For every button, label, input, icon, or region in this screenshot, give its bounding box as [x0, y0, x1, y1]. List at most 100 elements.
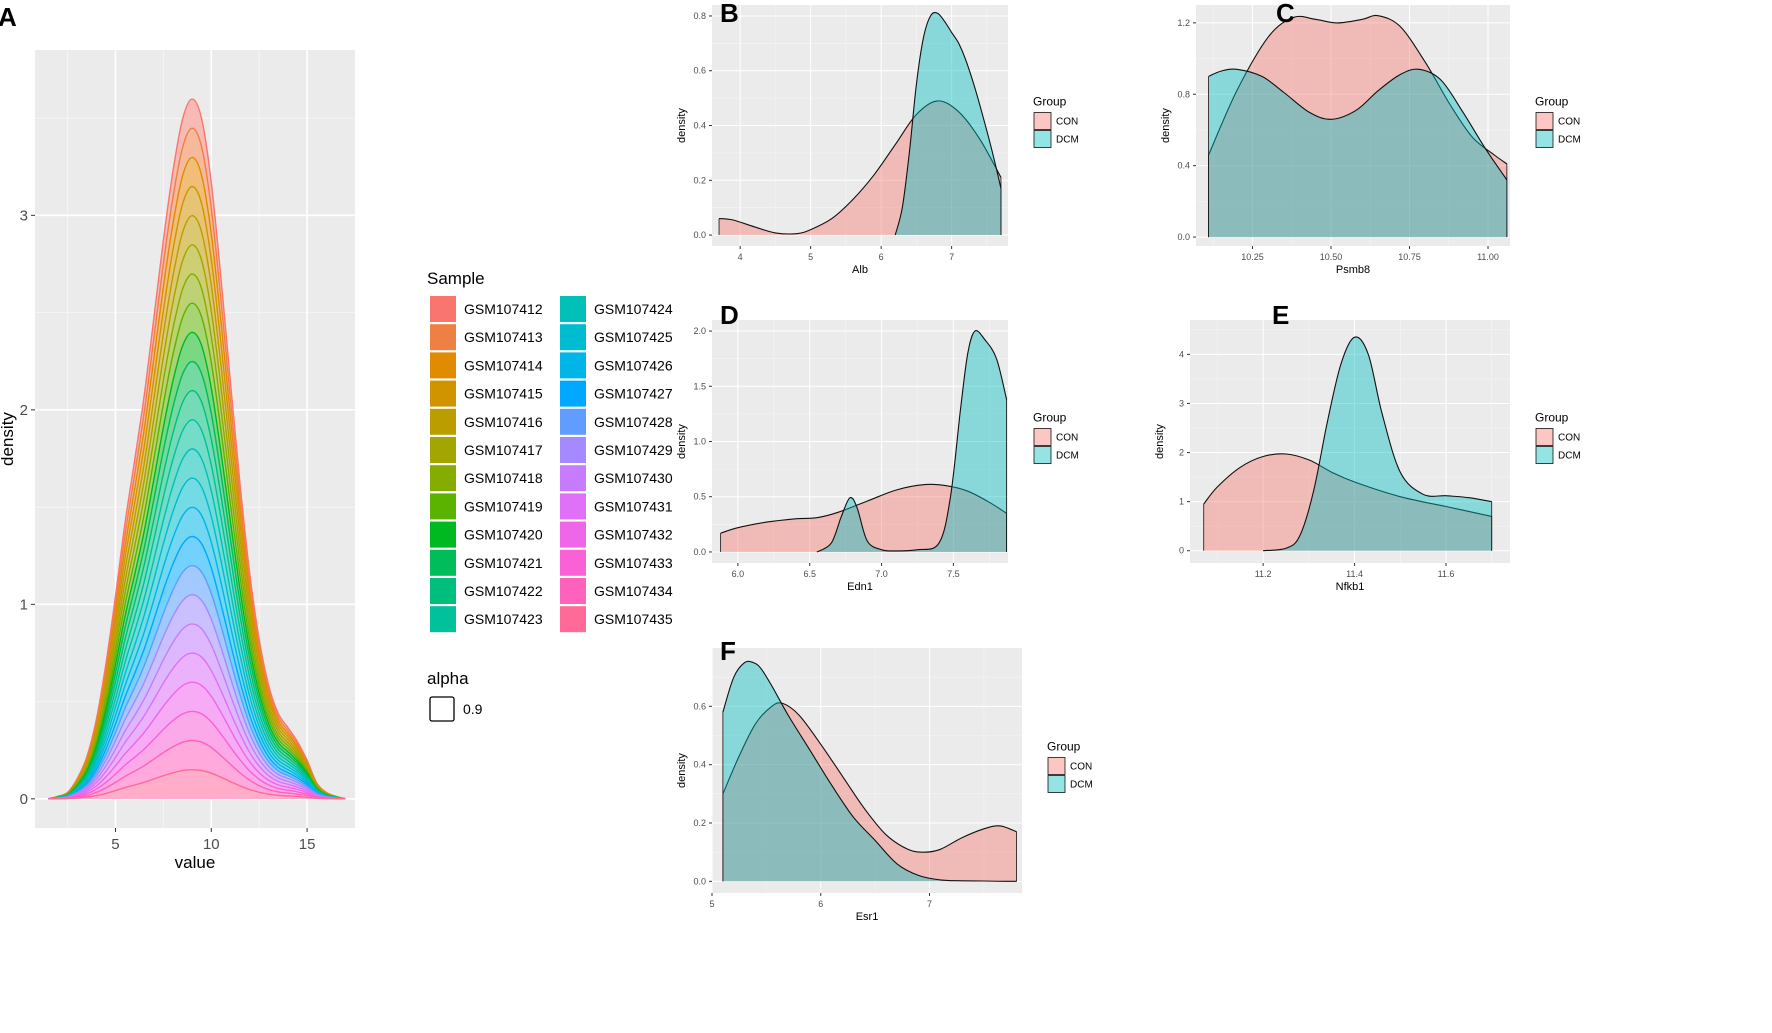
y-tick-label: 1.2 — [1177, 18, 1190, 28]
density-fill-dcm — [722, 661, 1017, 882]
density-line-con — [720, 483, 1007, 534]
legend-label: GSM107423 — [464, 611, 543, 627]
density-line-GSM107414 — [48, 156, 346, 800]
legend-label: CON — [1056, 433, 1078, 444]
plot-area — [720, 330, 1008, 553]
y-tick-label: 2.0 — [693, 326, 706, 336]
legend-key — [1535, 130, 1554, 148]
legend-label: GSM107434 — [594, 583, 673, 599]
panel-letter: F — [720, 636, 736, 666]
legend-key — [1535, 446, 1554, 464]
legend-label: GSM107417 — [464, 442, 543, 458]
legend-title: Group — [1047, 740, 1081, 754]
x-axis-label: Edn1 — [847, 581, 873, 593]
legend-label: GSM107433 — [594, 555, 673, 571]
plot-area — [1208, 14, 1508, 238]
density-line-con — [718, 100, 1002, 235]
density-line-GSM107432 — [48, 681, 346, 800]
x-tick-label: 7.5 — [947, 569, 960, 579]
density-line-GSM107425 — [48, 477, 346, 800]
panel-letter: B — [720, 0, 739, 28]
legend-label: CON — [1070, 762, 1092, 773]
x-tick-label: 4 — [738, 252, 743, 262]
y-axis-label: density — [676, 108, 688, 143]
y-tick-label: 0.2 — [693, 175, 706, 185]
density-fill-con — [722, 702, 1017, 882]
x-tick-label: 6 — [879, 252, 884, 262]
legend-key — [560, 437, 586, 463]
legend-key — [560, 493, 586, 520]
legend-alpha-value: 0.9 — [463, 701, 483, 717]
legend-label: GSM107430 — [594, 470, 673, 486]
legend-label: GSM107421 — [464, 555, 543, 571]
density-line-GSM107427 — [48, 535, 346, 800]
legend-key — [560, 606, 586, 633]
legend-key — [560, 465, 586, 492]
legend-key — [560, 578, 586, 604]
density-fill-GSM107435 — [48, 769, 346, 799]
x-tick-label: 11.2 — [1255, 569, 1272, 579]
density-fill-dcm — [816, 330, 1007, 552]
x-tick-label: 10.25 — [1241, 252, 1264, 262]
y-tick-label: 3 — [1179, 398, 1184, 408]
legend-key — [430, 352, 456, 379]
panel-d: 6.0 6.5 7.0 7.5 0.0 0.5 1.0 1.5 2.0 D Edn1 density G… — [676, 300, 1079, 593]
y-tick-label: 0.4 — [1177, 161, 1190, 171]
x-tick-label: 5 — [111, 836, 119, 853]
legend-key — [1047, 757, 1066, 775]
legend-title: Group — [1535, 411, 1569, 425]
legend-label: GSM107419 — [464, 498, 543, 514]
legend-title: Group — [1033, 411, 1067, 425]
density-line-GSM107415 — [48, 185, 346, 800]
legend-label: DCM — [1558, 135, 1581, 146]
legend-key — [1047, 775, 1066, 793]
density-fill-dcm — [895, 12, 1001, 235]
y-tick-label: 0.6 — [693, 66, 706, 76]
density-line-dcm — [722, 660, 1017, 882]
y-tick-label: 0.8 — [1177, 89, 1190, 99]
legend-label: DCM — [1056, 135, 1079, 146]
legend-label: DCM — [1558, 451, 1581, 462]
density-line-GSM107418 — [48, 273, 346, 800]
x-tick-label: 10.75 — [1398, 252, 1421, 262]
x-tick-label: 5 — [709, 899, 714, 909]
density-line-GSM107429 — [48, 593, 346, 800]
legend-group: Group CON DCM — [1535, 411, 1581, 464]
y-tick-label: 0.4 — [693, 760, 706, 770]
legend-label: GSM107424 — [594, 301, 673, 317]
legend-label: GSM107414 — [464, 357, 543, 373]
density-line-GSM107417 — [48, 244, 346, 800]
x-tick-label: 11.00 — [1477, 252, 1499, 262]
density-line-GSM107420 — [48, 331, 346, 800]
density-fill-con — [1203, 453, 1492, 551]
legend-alpha-title: alpha — [427, 669, 469, 688]
x-axis-label: Alb — [852, 264, 868, 276]
y-tick-label: 1 — [20, 596, 28, 613]
y-tick-label: 0.4 — [693, 121, 706, 131]
density-line-GSM107428 — [48, 564, 346, 800]
plot-area — [718, 12, 1002, 236]
x-axis-label: Nfkb1 — [1336, 581, 1365, 593]
legend-key — [560, 521, 586, 548]
panel-c: 10.25 10.50 10.75 11.00 0.0 0.4 0.8 1.2 C Psmb8 de… — [1160, 0, 1581, 276]
legend-key — [430, 606, 456, 633]
density-line-GSM107435 — [48, 768, 346, 800]
density-line-GSM107423 — [48, 419, 346, 800]
legend-label: GSM107420 — [464, 527, 543, 543]
x-axis-label: Esr1 — [856, 911, 879, 923]
legend-key — [560, 352, 586, 379]
plot-area — [1203, 336, 1493, 552]
y-axis-label: density — [1154, 424, 1166, 459]
legend-key — [1033, 112, 1052, 130]
legend-key — [1033, 428, 1052, 446]
legend-key — [430, 408, 456, 435]
legend-label: GSM107429 — [594, 442, 673, 458]
panel-letter: D — [720, 300, 739, 330]
x-tick-label: 5 — [808, 252, 813, 262]
legend-sample: Sample GSM107412 GSM107413 GSM107414 GSM1074… — [427, 269, 673, 722]
density-line-GSM107419 — [48, 302, 346, 800]
y-tick-label: 0.0 — [693, 876, 706, 886]
density-line-GSM107430 — [48, 623, 346, 800]
y-axis-label: density — [0, 412, 17, 466]
